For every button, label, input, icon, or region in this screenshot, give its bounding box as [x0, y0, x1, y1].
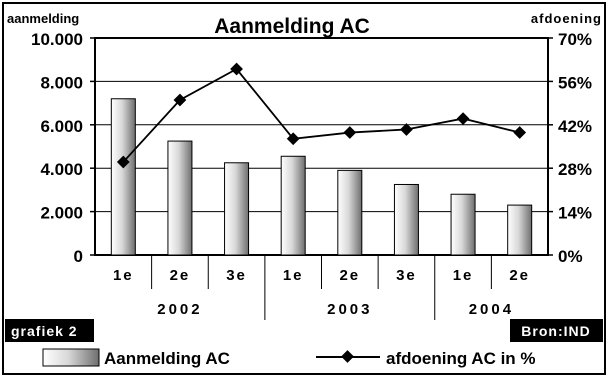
bar — [110, 98, 136, 256]
y-tick-label-right: 70% — [558, 30, 592, 49]
data-point-marker — [230, 62, 243, 76]
y-tick-label-right: 42% — [558, 117, 592, 136]
y-axis-right-caption: afdoening — [531, 11, 602, 26]
y-tick-label-right: 0% — [558, 247, 583, 266]
x-tick-label: 2e — [509, 267, 530, 284]
x-tick-label: 3e — [396, 267, 417, 284]
y-tick-label-right: 14% — [558, 204, 592, 223]
y-axis-right-ticks: 0% 14% 28% 42% 56% 70% — [548, 30, 592, 266]
source-left-tag-bg — [5, 319, 94, 342]
legend-line-label: afdoening AC in % — [386, 349, 536, 368]
bar — [393, 183, 419, 256]
chart-number-tag: grafiek 2 — [11, 323, 78, 339]
line-series — [116, 62, 527, 169]
bar-series — [110, 98, 533, 256]
x-tick-label: 1e — [453, 267, 474, 284]
x-group-label: 2002 — [157, 301, 202, 318]
legend-bar-swatch — [42, 348, 100, 367]
data-point-marker — [173, 93, 187, 107]
y-tick-label-left: 4.000 — [40, 160, 83, 179]
x-tick-label: 2e — [339, 267, 360, 284]
data-point-marker — [286, 132, 300, 146]
source-tag: Bron:IND — [521, 323, 590, 339]
data-point-marker — [456, 112, 470, 125]
bar — [224, 162, 250, 256]
y-tick-label-right: 56% — [558, 73, 592, 92]
x-group-label: 2003 — [327, 301, 372, 318]
x-tick-label: 2e — [170, 267, 191, 284]
legend-bar-label: Aanmelding AC — [104, 349, 230, 368]
data-point-marker — [400, 123, 413, 136]
bar — [280, 155, 306, 256]
bar — [507, 204, 533, 256]
legend-line-marker — [341, 350, 354, 363]
y-tick-label-left: 6.000 — [40, 117, 83, 136]
data-point-marker — [116, 155, 130, 169]
y-axis-left-ticks: 0 2.000 4.000 6.000 8.000 10.000 — [31, 30, 95, 266]
source-right-tag-bg — [510, 319, 603, 342]
x-tick-label: 1e — [113, 267, 134, 284]
y-axis-left-caption: aanmelding — [7, 11, 79, 26]
x-group-label: 2004 — [469, 301, 514, 318]
x-tick-label: 1e — [283, 267, 304, 284]
data-point-marker — [343, 126, 357, 139]
x-tick-label: 3e — [226, 267, 247, 284]
y-tick-label-left: 8.000 — [40, 73, 83, 92]
y-tick-label-left: 10.000 — [31, 30, 83, 49]
y-tick-label-right: 28% — [558, 160, 592, 179]
x-axis: 1e 2e 3e 1e 2e 3e 1e 2e 2002 2003 2004 — [113, 255, 530, 320]
bar — [450, 193, 476, 256]
bar — [337, 169, 363, 256]
y-tick-label-left: 0 — [74, 247, 83, 266]
series-line — [122, 67, 520, 163]
y-tick-label-left: 2.000 — [40, 204, 83, 223]
chart-title: Aanmelding AC — [214, 15, 370, 38]
bar — [167, 140, 193, 256]
legend: Aanmelding AC afdoening AC in % — [42, 348, 536, 368]
